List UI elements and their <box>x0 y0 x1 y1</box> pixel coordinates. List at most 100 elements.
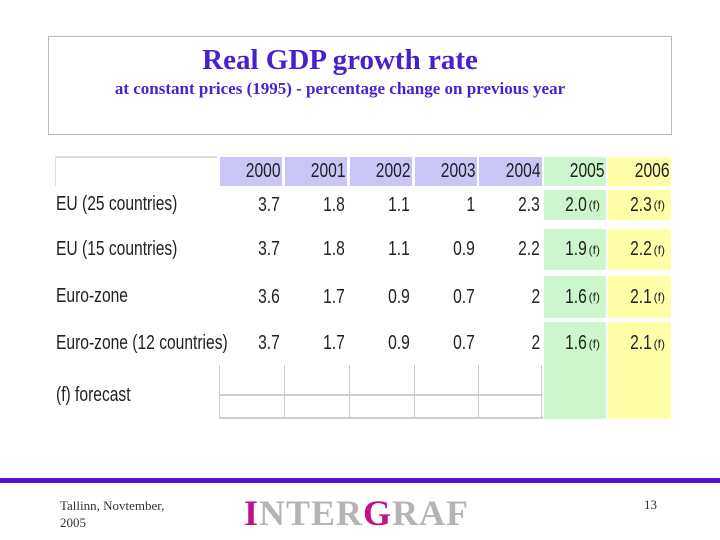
value: 0.7 <box>453 332 475 354</box>
forecast-marker: (f) <box>653 242 665 257</box>
value-cell: 1.7 <box>285 276 347 318</box>
forecast-marker: (f) <box>588 336 600 351</box>
value-cell: 2 <box>479 276 542 318</box>
value: 2.3 <box>629 193 652 216</box>
grid-line <box>349 365 350 419</box>
value-cell: 0.9 <box>350 322 412 365</box>
value: 0.9 <box>453 238 475 260</box>
value: 2.0 <box>564 193 587 216</box>
grid-line <box>541 365 542 419</box>
value: 0.7 <box>453 285 475 308</box>
value: 1.7 <box>323 285 345 308</box>
grid-line <box>219 365 220 419</box>
value-cell: 1.8 <box>285 190 347 220</box>
year-header: 2000 <box>220 157 282 186</box>
value: 1.8 <box>323 193 345 216</box>
value: 3.7 <box>258 238 280 260</box>
place-line: Tallinn, Novtember, <box>60 498 165 513</box>
year-header: 2002 <box>350 157 412 186</box>
value: 2.2 <box>629 238 652 260</box>
year-header: 2003 <box>415 157 477 186</box>
logo-i: I <box>244 493 260 533</box>
col-2005-fill <box>544 365 606 419</box>
table-top-line <box>55 156 217 158</box>
grid-line <box>414 365 415 419</box>
value: 3.7 <box>258 193 280 216</box>
year-header: 2006 <box>608 157 671 186</box>
value-cell: 3.7 <box>220 322 282 365</box>
year-label: 2003 <box>440 160 475 182</box>
logo-nter: NTER <box>259 493 364 533</box>
value-cell: 1.9 (f) <box>544 229 606 270</box>
footer-place-date: Tallinn, Novtember, 2005 <box>60 497 164 531</box>
value-cell: 1.6 (f) <box>544 322 606 365</box>
intergraf-logo: INTERGRAF <box>244 492 469 534</box>
table-left-line <box>55 156 56 186</box>
value: 1.6 <box>564 332 587 354</box>
slide-subtitle: at constant prices (1995) - percentage c… <box>114 79 566 98</box>
value-cell: 0.7 <box>415 276 477 318</box>
year-label: 2000 <box>245 160 280 182</box>
page-number: 13 <box>644 497 657 512</box>
row-label: Euro-zone <box>56 285 128 307</box>
year-label: 2002 <box>375 160 410 182</box>
year-label: 2004 <box>505 160 540 182</box>
value: 1.9 <box>564 238 587 260</box>
value: 2.1 <box>629 285 652 308</box>
value: 1.1 <box>388 238 410 260</box>
year-header: 2001 <box>285 157 347 186</box>
forecast-marker: (f) <box>653 336 665 351</box>
value-cell: 2 <box>479 322 542 365</box>
value-cell: 3.7 <box>220 190 282 220</box>
row-label: EU (25 countries) <box>56 193 178 215</box>
value: 2.2 <box>518 238 540 260</box>
value-cell: 1 <box>415 190 477 220</box>
value: 2 <box>531 332 540 354</box>
row-label: EU (15 countries) <box>56 237 178 260</box>
value-cell: 2.2 (f) <box>608 229 671 270</box>
forecast-marker: (f) <box>653 198 665 212</box>
value-cell: 1.1 <box>350 190 412 220</box>
value: 1.6 <box>564 285 587 308</box>
value: 2.3 <box>518 193 540 216</box>
grid-line <box>219 394 543 396</box>
value-cell: 1.7 <box>285 322 347 365</box>
forecast-marker: (f) <box>588 290 600 304</box>
value-cell: 2.3 <box>479 190 542 220</box>
value: 2.1 <box>629 332 652 354</box>
footer-rule <box>0 478 720 483</box>
year-label: 2006 <box>634 160 669 182</box>
value-cell: 2.1 (f) <box>608 322 671 365</box>
value-cell: 3.7 <box>220 229 282 270</box>
row-label: Euro-zone (12 countries) <box>56 331 228 354</box>
value-cell: 2.0 (f) <box>544 190 606 220</box>
value-cell: 2.3 (f) <box>608 190 671 220</box>
footnote: (f) forecast <box>56 384 131 406</box>
value: 3.7 <box>258 332 280 354</box>
value-cell: 2.1 (f) <box>608 276 671 318</box>
grid-line <box>284 365 285 419</box>
forecast-marker: (f) <box>653 290 665 304</box>
year-header: 2004 <box>479 157 542 186</box>
value-cell: 3.6 <box>220 276 282 318</box>
value: 2 <box>531 285 540 308</box>
date-line: 2005 <box>60 515 86 530</box>
value-cell: 0.9 <box>350 276 412 318</box>
value-cell: 1.6 (f) <box>544 276 606 318</box>
value: 0.9 <box>388 332 410 354</box>
logo-raf: RAF <box>392 493 470 533</box>
value: 0.9 <box>388 285 410 308</box>
value-cell: 2.2 <box>479 229 542 270</box>
year-header: 2005 <box>544 157 606 186</box>
logo-g: G <box>363 493 393 533</box>
value: 1 <box>466 193 475 216</box>
forecast-marker: (f) <box>588 242 600 257</box>
forecast-marker: (f) <box>588 198 600 212</box>
slide-title: Real GDP growth rate <box>202 44 478 76</box>
value: 1.1 <box>388 193 410 216</box>
value-cell: 1.1 <box>350 229 412 270</box>
col-2006-fill <box>608 365 671 419</box>
title-box <box>48 36 672 135</box>
value: 1.7 <box>323 332 345 354</box>
year-label: 2001 <box>310 160 345 182</box>
